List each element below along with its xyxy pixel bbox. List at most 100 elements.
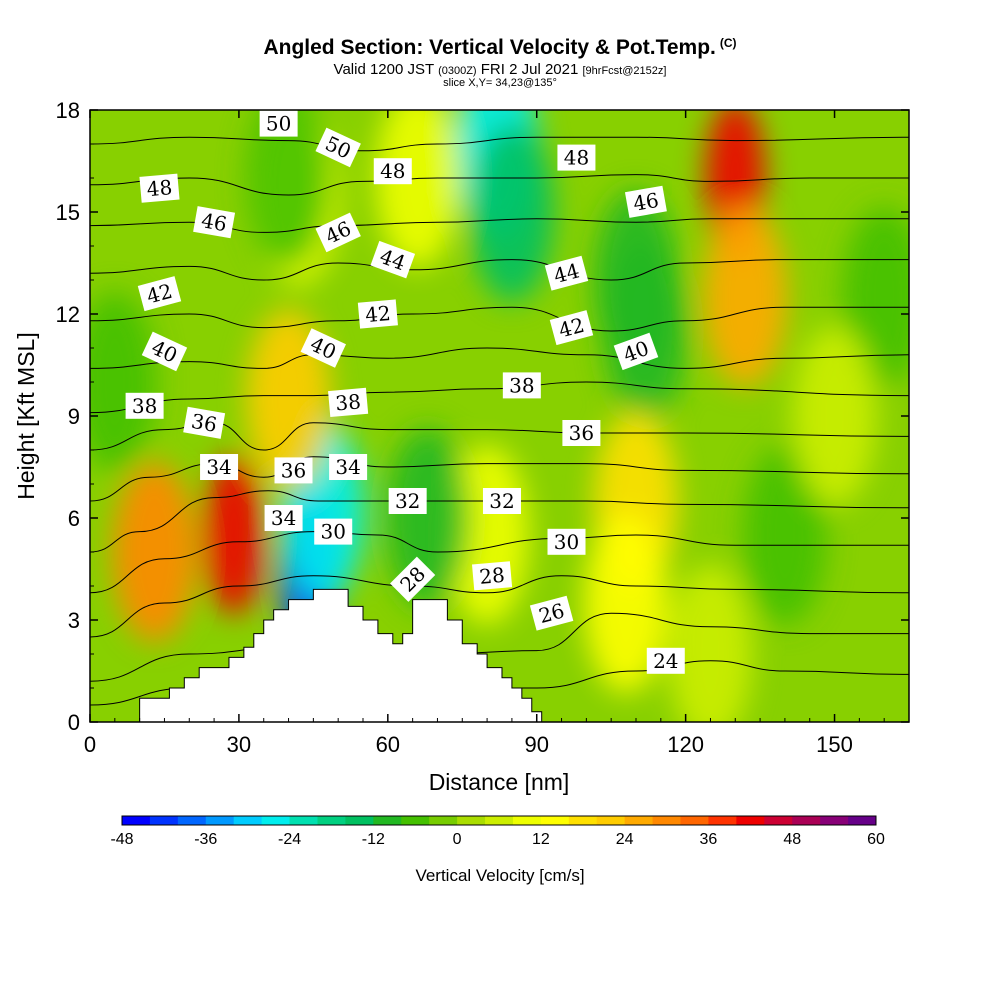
contour-label: 30: [314, 518, 353, 545]
contour-label-bg: [370, 240, 416, 279]
colorbar-swatch: [149, 816, 179, 825]
x-tick-label: 0: [84, 732, 96, 757]
colorbar-tick-label: -12: [362, 831, 385, 848]
isentrope-line: [90, 259, 909, 281]
contour-label-bg: [624, 185, 667, 218]
contour-label-bg: [471, 561, 513, 591]
contour-label: 36: [274, 457, 313, 484]
contour-label-bg: [141, 331, 188, 372]
isentrope-line: [90, 531, 909, 594]
colorbar-tick-label: 36: [700, 831, 718, 848]
y-tick-label: 15: [56, 200, 80, 225]
colorbar-swatch: [512, 816, 542, 825]
isentrope-line: [90, 347, 909, 369]
isentrope-line: [90, 575, 909, 638]
subtitle-forecast: [9hrFcst@2152z]: [582, 65, 667, 77]
contour-label-text: 30: [554, 530, 579, 554]
velocity-cell: [703, 207, 788, 387]
contour-label: 34: [329, 454, 368, 480]
contour-label-text: 34: [206, 455, 231, 479]
y-tick-label: 18: [56, 98, 80, 123]
colorbar-swatch: [289, 816, 318, 825]
colorbar-swatch: [457, 816, 486, 825]
colorbar-swatch: [429, 816, 458, 825]
contour-label-bg: [544, 255, 589, 291]
x-axis-label: Distance [nm]: [429, 769, 570, 795]
y-tick-label: 0: [68, 710, 80, 735]
contour-label-bg: [139, 173, 180, 203]
colorbar-swatch: [764, 816, 793, 825]
contour-label-bg: [388, 488, 427, 514]
contour-label-bg: [482, 488, 521, 514]
contour-label-text: 48: [146, 175, 173, 201]
colorbar-tick-label: 60: [867, 831, 885, 848]
contour-label: 48: [557, 144, 596, 171]
colorbar-swatch: [540, 816, 570, 825]
contour-label-text: 36: [569, 421, 594, 445]
y-axis-label: Height [Kft MSL]: [13, 332, 39, 499]
velocity-cell: [469, 122, 554, 302]
velocity-cell: [385, 428, 470, 608]
contour-label-bg: [390, 556, 436, 602]
contour-label-bg: [557, 144, 596, 171]
contour-label-text: 38: [509, 373, 534, 397]
contour-label-bg: [314, 518, 353, 545]
colorbar-swatch: [233, 816, 263, 825]
velocity-cell: [90, 292, 157, 472]
contour-label-text: 38: [132, 394, 157, 418]
contour-label-bg: [547, 528, 586, 555]
colorbar-label: Vertical Velocity [cm/s]: [415, 866, 584, 885]
colorbar-swatch: [205, 816, 235, 825]
subtitle-valid: Valid 1200 JST: [333, 61, 434, 78]
contour-label-text: 34: [335, 455, 360, 479]
colorbar-swatch: [345, 816, 374, 825]
contour-label: 36: [183, 406, 226, 439]
contour-label-text: 34: [271, 506, 296, 530]
colorbar-swatch: [122, 816, 151, 825]
colorbar: -48 -36 -24 -12 0 12 24 36 48 60: [110, 815, 885, 848]
contour-label-bg: [562, 420, 601, 446]
colorbar-swatch: [736, 816, 765, 825]
subtitle-utc: (0300Z): [438, 65, 477, 77]
colorbar-swatch: [485, 816, 514, 825]
contour-label: 34: [264, 505, 303, 531]
contour-label: 44: [544, 255, 589, 291]
colorbar-swatch: [680, 816, 709, 825]
y-tick-label: 9: [68, 404, 80, 429]
isentrope-line: [90, 381, 909, 414]
contour-label-text: 46: [631, 188, 660, 216]
slice-info: slice X,Y= 34,23@135°: [443, 77, 557, 89]
contour-label-bg: [137, 276, 182, 312]
colorbar-tick-label: 12: [532, 831, 550, 848]
colorbar-swatch: [652, 816, 682, 825]
x-tick-label: 120: [667, 732, 704, 757]
velocity-cell: [668, 564, 753, 722]
contour-label-bg: [646, 647, 685, 674]
contour-label: 42: [137, 276, 182, 312]
contour-label-text: 30: [320, 520, 345, 544]
contour-label-bg: [125, 392, 164, 419]
colorbar-swatch: [820, 816, 849, 825]
contour-label-bg: [357, 299, 398, 329]
x-tick-label: 30: [227, 732, 251, 757]
contour-label-bg: [373, 158, 412, 185]
contour-label-text: 24: [653, 649, 678, 673]
velocity-cell: [603, 241, 688, 421]
contour-label-text: 36: [281, 458, 306, 482]
contour-label-bg: [613, 332, 659, 371]
contour-label-text: 28: [478, 563, 505, 589]
isentrope-line: [90, 136, 909, 152]
contour-label-bg: [315, 127, 361, 168]
colorbar-tick-label: 48: [783, 831, 801, 848]
contour-label: 38: [328, 387, 369, 418]
velocity-cell: [203, 455, 264, 615]
contour-label-bg: [274, 457, 313, 484]
velocity-cell: [792, 326, 877, 506]
velocity-cell: [842, 207, 909, 387]
isentrope-line: [90, 174, 909, 196]
chart-title: Angled Section: Vertical Velocity & Pot.…: [0, 36, 1000, 60]
velocity-cell: [246, 110, 331, 268]
colorbar-tick-label: 0: [453, 831, 462, 848]
